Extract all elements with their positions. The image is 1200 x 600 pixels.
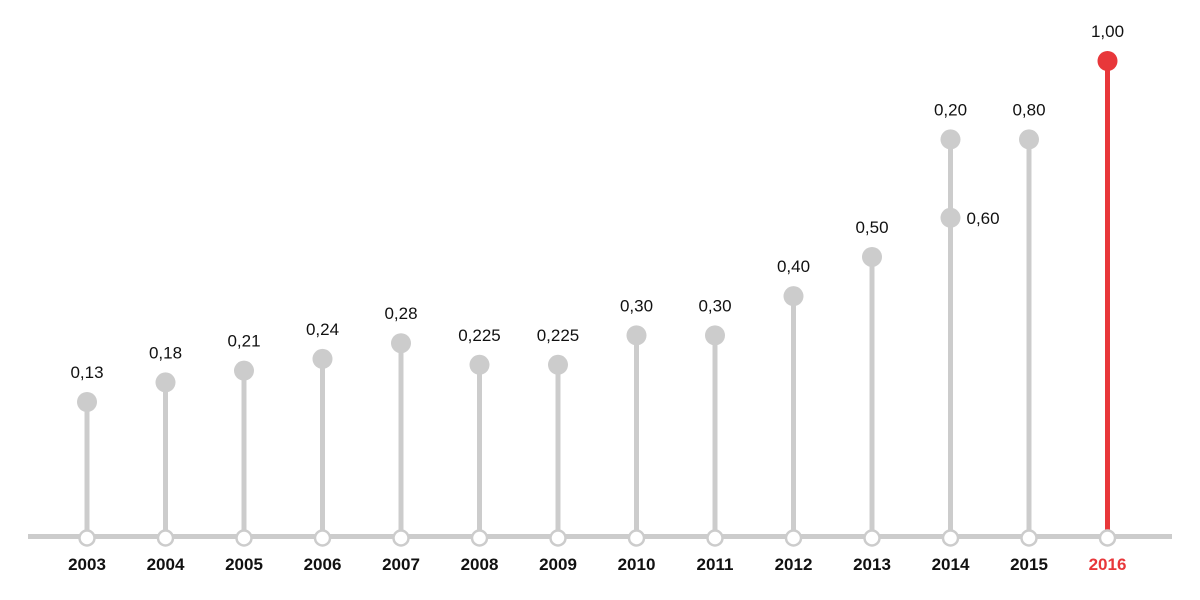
value-label-2016-14: 1,00 bbox=[1091, 22, 1124, 41]
baseline-marker-2015 bbox=[1020, 529, 1038, 547]
point-2014-11 bbox=[940, 207, 961, 228]
stem-2009 bbox=[555, 364, 561, 538]
value-label-2013-10: 0,50 bbox=[855, 218, 888, 237]
stem-2008 bbox=[477, 364, 482, 538]
baseline-marker-2012 bbox=[784, 529, 803, 547]
year-label-2016: 2016 bbox=[1089, 555, 1127, 574]
baseline-marker-2014 bbox=[941, 529, 960, 547]
stems-layer bbox=[84, 61, 1110, 538]
value-label-2015-13: 0,80 bbox=[1012, 100, 1045, 119]
point-2005-2 bbox=[234, 360, 254, 381]
year-label-2006: 2006 bbox=[304, 555, 342, 574]
stem-2005 bbox=[241, 370, 247, 538]
value-label-2010-7: 0,30 bbox=[620, 296, 653, 315]
year-label-2013: 2013 bbox=[853, 555, 891, 574]
point-2007-4 bbox=[391, 333, 411, 354]
baseline-axis bbox=[28, 534, 1172, 539]
year-label-2007: 2007 bbox=[382, 555, 420, 574]
stem-2012 bbox=[791, 296, 796, 538]
stem-2004 bbox=[163, 382, 168, 538]
year-label-2008: 2008 bbox=[461, 555, 499, 574]
point-2009-6 bbox=[548, 354, 568, 375]
point-2010-7 bbox=[626, 325, 647, 346]
point-2006-3 bbox=[312, 348, 333, 369]
baseline-marker-2003 bbox=[78, 529, 96, 547]
stem-2015 bbox=[1026, 139, 1032, 538]
baseline-marker-2013 bbox=[863, 529, 881, 547]
year-labels-layer: 2003 2004 2005 2006 2007 2008 2009 2010 2011 2012… bbox=[68, 555, 1126, 574]
value-label-2011-8: 0,30 bbox=[698, 296, 731, 315]
year-label-2005: 2005 bbox=[225, 555, 263, 574]
baseline-marker-2010 bbox=[627, 529, 646, 547]
stem-2003 bbox=[84, 402, 90, 538]
year-label-2004: 2004 bbox=[147, 555, 185, 574]
point-2016-14 bbox=[1097, 51, 1118, 71]
point-2003-0 bbox=[77, 392, 97, 412]
value-label-2009-6: 0,225 bbox=[537, 326, 580, 345]
value-label-2004-1: 0,18 bbox=[149, 343, 182, 362]
point-2015-13 bbox=[1019, 129, 1039, 150]
value-label-2007-4: 0,28 bbox=[384, 304, 417, 323]
stem-2007 bbox=[398, 343, 404, 538]
point-2008-5 bbox=[469, 354, 490, 375]
year-label-2010: 2010 bbox=[618, 555, 656, 574]
point-2011-8 bbox=[705, 325, 725, 346]
value-label-2006-3: 0,24 bbox=[306, 320, 339, 339]
value-label-2014-11: 0,60 bbox=[967, 209, 1000, 228]
value-labels-layer: 0,13 0,18 0,21 0,24 0,28 0,225 0,225 0,30 0,30 0,… bbox=[70, 22, 1124, 382]
point-2004-1 bbox=[155, 372, 176, 393]
baseline-marker-2007 bbox=[392, 529, 410, 547]
baseline-marker-2004 bbox=[156, 529, 175, 547]
baseline-marker-2011 bbox=[706, 529, 724, 547]
point-2013-10 bbox=[862, 246, 882, 267]
baseline-marker-2005 bbox=[235, 529, 253, 547]
year-label-2015: 2015 bbox=[1010, 555, 1048, 574]
stem-2006 bbox=[320, 358, 325, 538]
stem-2010 bbox=[634, 335, 639, 538]
value-label-2003-0: 0,13 bbox=[70, 363, 103, 382]
year-label-2014: 2014 bbox=[932, 555, 970, 574]
year-label-2003: 2003 bbox=[68, 555, 106, 574]
stem-2011 bbox=[712, 335, 718, 538]
baseline-marker-2009 bbox=[549, 529, 567, 547]
point-2014-12 bbox=[940, 129, 961, 150]
year-label-2009: 2009 bbox=[539, 555, 577, 574]
points-layer bbox=[77, 51, 1118, 412]
stem-2013 bbox=[869, 256, 875, 538]
value-label-2005-2: 0,21 bbox=[227, 332, 260, 351]
baseline-marker-2006 bbox=[313, 529, 332, 547]
point-2012-9 bbox=[783, 286, 804, 307]
value-label-2012-9: 0,40 bbox=[777, 257, 810, 276]
stem-2014 bbox=[948, 139, 953, 538]
baseline-markers-layer bbox=[78, 529, 1117, 547]
stem-2016 bbox=[1105, 61, 1110, 538]
year-label-2012: 2012 bbox=[775, 555, 813, 574]
baseline-marker-2008 bbox=[470, 529, 489, 547]
year-label-2011: 2011 bbox=[697, 555, 734, 574]
baseline-marker-2016 bbox=[1098, 529, 1117, 547]
value-label-2008-5: 0,225 bbox=[458, 326, 501, 345]
value-label-2014-12: 0,20 bbox=[934, 100, 967, 119]
